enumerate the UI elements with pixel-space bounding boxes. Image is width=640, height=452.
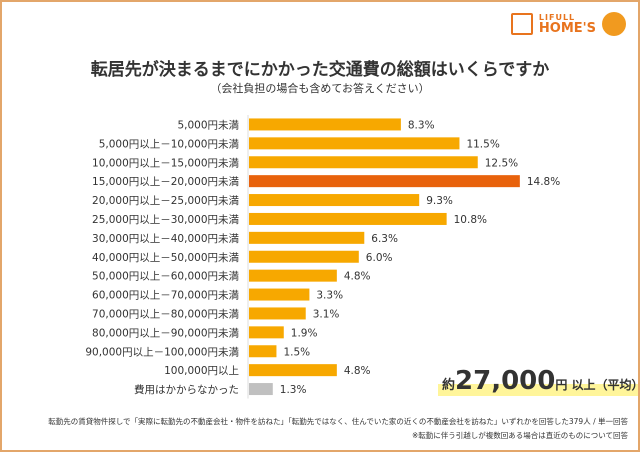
category-label: 5,000円未満: [177, 119, 239, 131]
bar: [249, 345, 277, 358]
bar: [249, 194, 420, 207]
category-label: 10,000円以上－15,000円未満: [92, 157, 239, 169]
bar: [249, 383, 273, 396]
category-label: 90,000円以上－100,000円未満: [85, 346, 239, 358]
data-label: 3.3%: [316, 290, 343, 302]
bar: [249, 118, 401, 131]
bar: [249, 212, 447, 225]
bar: [249, 326, 284, 339]
category-label: 50,000円以上－60,000円未満: [92, 271, 239, 283]
data-label: 9.3%: [426, 195, 453, 207]
bar: [249, 156, 478, 169]
bar: [249, 175, 520, 188]
category-label: 100,000円以上: [164, 365, 239, 377]
category-label: 30,000円以上－40,000円未満: [92, 233, 239, 245]
average-suffix: 円 以上（平均）: [555, 378, 640, 392]
bar: [249, 269, 337, 282]
data-label: 11.5%: [466, 138, 499, 150]
mascot-icon: [602, 12, 626, 36]
category-label: 60,000円以上－70,000円未満: [92, 290, 239, 302]
category-label: 25,000円以上－30,000円未満: [92, 214, 239, 226]
average-value: 27,000: [455, 366, 556, 396]
chart-title: 転居先が決まるまでにかかった交通費の総額はいくらですか: [90, 60, 550, 80]
logo-line1: LIFULL: [538, 12, 576, 22]
bar: [249, 137, 460, 150]
data-label: 14.8%: [527, 176, 560, 188]
bar: [249, 364, 337, 377]
category-label: 費用はかからなかった: [134, 383, 239, 396]
data-label: 1.5%: [283, 346, 310, 358]
category-label: 5,000円以上－10,000円未満: [99, 138, 240, 150]
chart-subtitle: （会社負担の場合も含めてお答えください）: [210, 82, 430, 95]
data-label: 6.3%: [371, 233, 398, 245]
data-label: 12.5%: [485, 157, 518, 169]
category-label: 40,000円以上－50,000円未満: [92, 252, 239, 264]
data-label: 4.8%: [344, 365, 371, 377]
data-label: 1.9%: [291, 327, 318, 339]
data-label: 1.3%: [280, 384, 307, 396]
lifull-homes-logo: LIFULL HOME'S: [510, 12, 626, 36]
data-label: 3.1%: [313, 308, 340, 320]
category-label: 15,000円以上－20,000円未満: [92, 176, 239, 188]
footnote-survey: 転勤先の賃貸物件探しで「実際に転勤先の不動産会社・物件を訪ねた」「転勤先ではなく…: [48, 417, 628, 426]
bar: [249, 250, 359, 263]
footnote-remark: ※転勤に伴う引越しが複数回ある場合は直近のものについて回答: [411, 431, 628, 440]
category-label: 80,000円以上－90,000円未満: [92, 327, 239, 339]
average-callout: 約27,000円 以上（平均）: [438, 366, 640, 396]
bar: [249, 288, 310, 301]
data-label: 6.0%: [366, 252, 393, 264]
data-label: 4.8%: [344, 271, 371, 283]
average-prefix: 約: [442, 378, 456, 393]
bar: [249, 231, 365, 244]
data-label: 10.8%: [454, 214, 487, 226]
house-icon: [510, 13, 533, 35]
logo-line2: HOME'S: [538, 20, 596, 36]
category-label: 70,000円以上－80,000円未満: [92, 308, 239, 320]
category-label: 20,000円以上－25,000円未満: [92, 195, 239, 207]
bar: [249, 307, 306, 320]
data-label: 8.3%: [408, 119, 435, 131]
